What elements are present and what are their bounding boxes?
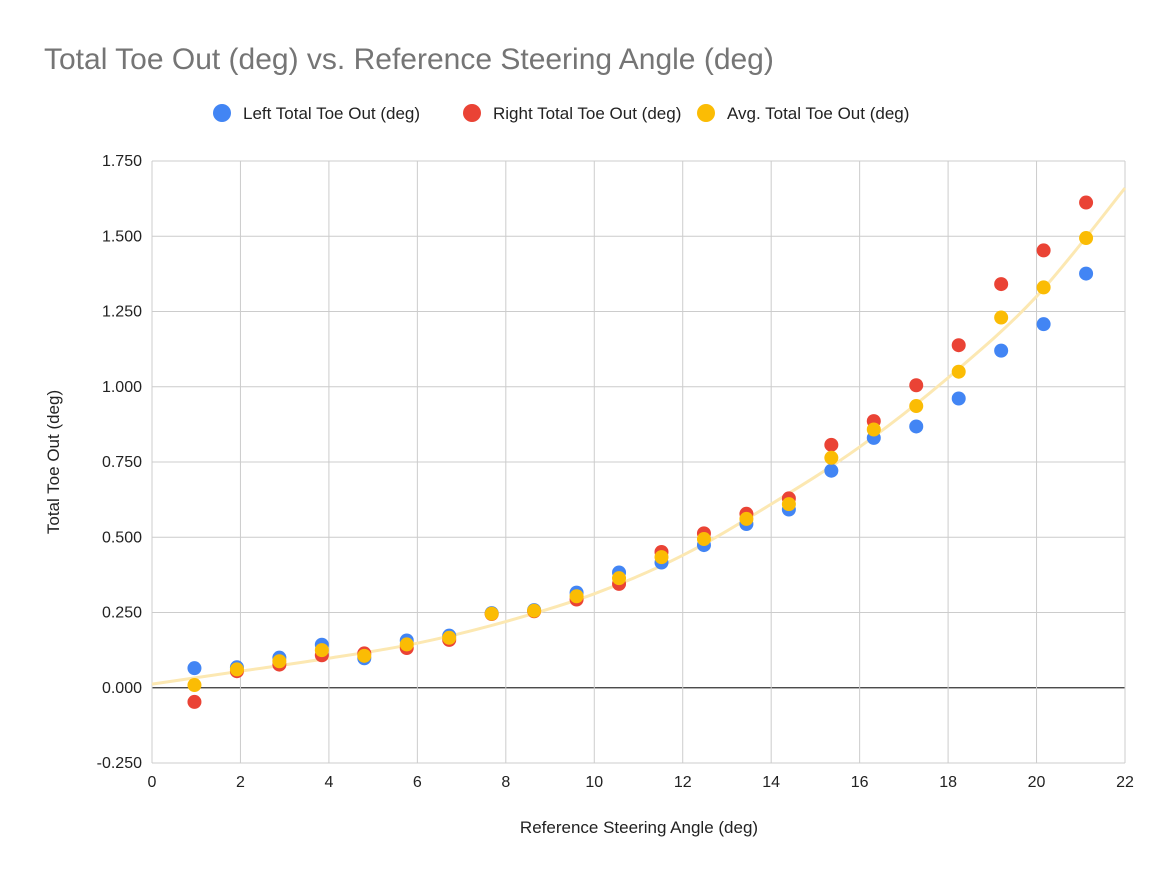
y-tick-label: 0.750	[102, 454, 142, 471]
avg-toe-out-point	[951, 364, 966, 379]
left-toe-out-point	[824, 463, 839, 478]
left-toe-out-point	[1079, 266, 1094, 281]
y-tick-label: 0.500	[102, 529, 142, 546]
legend-label: Right Total Toe Out (deg)	[493, 104, 681, 123]
y-axis-title: Total Toe Out (deg)	[44, 390, 63, 534]
avg-toe-out-point	[229, 662, 244, 677]
y-tick-label: 1.000	[102, 379, 142, 396]
y-tick-label: -0.250	[97, 755, 142, 772]
avg-toe-out-point	[569, 589, 584, 604]
grid	[151, 160, 1126, 764]
avg-toe-out-point	[1079, 231, 1094, 246]
right-toe-out-point	[824, 437, 839, 452]
avg-toe-out-point	[314, 643, 329, 658]
legend-marker-icon	[463, 104, 481, 122]
x-tick-label: 10	[585, 774, 603, 791]
avg-toe-out-point	[527, 603, 542, 618]
left-toe-out-point	[1036, 317, 1051, 332]
right-toe-out-point	[187, 694, 202, 709]
x-tick-label: 0	[148, 774, 157, 791]
x-tick-label: 2	[236, 774, 245, 791]
left-toe-out-point	[951, 391, 966, 406]
x-tick-label: 14	[762, 774, 780, 791]
left-toe-out-point	[187, 661, 202, 676]
avg-toe-out-point	[739, 511, 754, 526]
legend-item-avg: Avg. Total Toe Out (deg)	[697, 104, 909, 123]
y-tick-label: 0.250	[102, 605, 142, 622]
avg-toe-out-point	[612, 571, 627, 586]
trendline-group	[151, 187, 1127, 686]
avg-toe-out-point	[654, 550, 669, 565]
left-toe-out-point	[994, 343, 1009, 358]
avg-toe-out-point	[187, 678, 202, 693]
data-points	[187, 195, 1094, 709]
right-toe-out-point	[1079, 195, 1094, 210]
left-toe-out-point	[909, 419, 924, 434]
legend-item-left: Left Total Toe Out (deg)	[213, 104, 420, 123]
right-toe-out-point	[1036, 243, 1051, 258]
right-toe-out-point	[994, 277, 1009, 292]
avg-toe-out-point	[824, 450, 839, 465]
avg-toe-out-point	[994, 310, 1009, 325]
avg-toe-out-point	[484, 606, 499, 621]
avg-toe-out-point	[1036, 280, 1051, 295]
x-tick-label: 8	[501, 774, 510, 791]
avg-toe-out-point	[357, 648, 372, 663]
x-tick-label: 6	[413, 774, 422, 791]
x-axis-title: Reference Steering Angle (deg)	[520, 818, 758, 837]
y-tick-label: 1.750	[102, 153, 142, 170]
x-tick-label: 20	[1028, 774, 1046, 791]
avg-toe-out-point	[399, 637, 414, 652]
y-tick-label: 1.250	[102, 304, 142, 321]
legend-marker-icon	[697, 104, 715, 122]
x-tick-label: 4	[324, 774, 333, 791]
y-tick-label: 0.000	[102, 680, 142, 697]
legend-item-right: Right Total Toe Out (deg)	[463, 104, 681, 123]
right-toe-out-point	[909, 378, 924, 393]
x-tick-label: 18	[939, 774, 957, 791]
legend-marker-icon	[213, 104, 231, 122]
y-tick-label: 1.500	[102, 228, 142, 245]
right-toe-out-point	[951, 338, 966, 353]
legend-label: Left Total Toe Out (deg)	[243, 104, 420, 123]
avg-toe-out-point	[442, 630, 457, 645]
avg-toe-out-point	[272, 654, 287, 669]
x-axis-ticks: 0 2 4 6 8 10 12 14 16 18 20 22	[148, 774, 1134, 791]
x-tick-label: 16	[851, 774, 869, 791]
y-axis-ticks: -0.250 0.000 0.250 0.500 0.750 1.000 1.250 1.50…	[97, 153, 142, 772]
avg-toe-out-point	[909, 399, 924, 414]
chart-title: Total Toe Out (deg) vs. Reference Steeri…	[44, 43, 774, 76]
avg-toe-out-point	[866, 422, 881, 437]
avg-toe-out-point	[696, 532, 711, 547]
x-tick-label: 22	[1116, 774, 1134, 791]
avg-toe-out-point	[781, 497, 796, 512]
avg-trendline	[151, 187, 1127, 686]
x-tick-label: 12	[674, 774, 692, 791]
legend-label: Avg. Total Toe Out (deg)	[727, 104, 909, 123]
legend: Left Total Toe Out (deg) Right Total Toe …	[213, 104, 909, 123]
